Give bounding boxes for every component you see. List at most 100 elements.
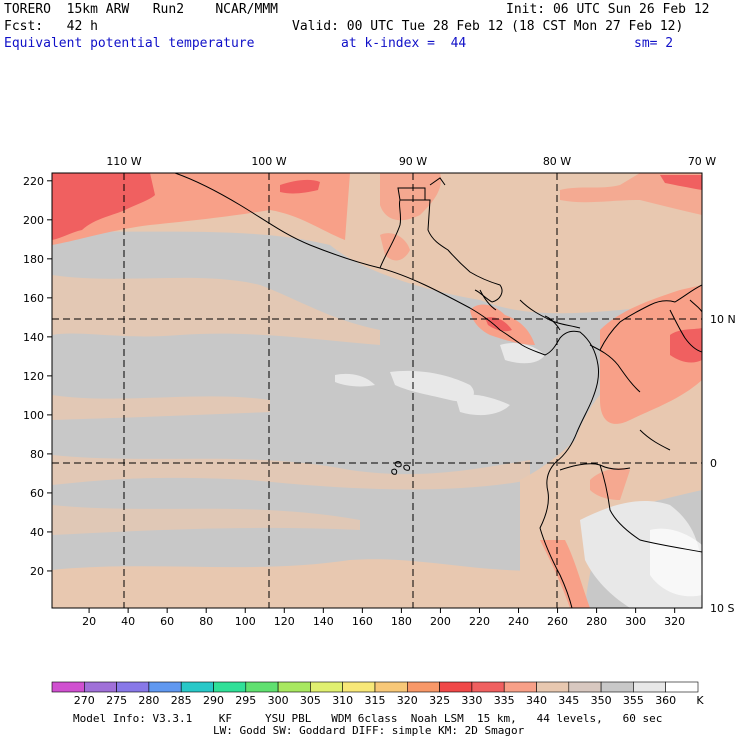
y-tick-label: 40 (30, 526, 44, 539)
colorbar-swatch (374, 681, 408, 693)
colorbar-label: 345 (558, 694, 579, 707)
model-name: TORERO (4, 2, 51, 17)
x-tick-label: 120 (274, 615, 295, 628)
colorbar-unit: K (696, 694, 704, 707)
model-resolution: 15km ARW (66, 2, 130, 17)
colorbar-swatch (665, 681, 699, 693)
theta-e-field (52, 173, 702, 608)
level-label: at k-index = 44 (341, 36, 467, 51)
y-tick-label: 160 (23, 292, 44, 305)
colorbar-label: 275 (106, 694, 127, 707)
colorbar-label: 300 (268, 694, 289, 707)
colorbar-swatch (148, 681, 182, 693)
colorbar-swatch (503, 681, 537, 693)
lon-label-70w: 70 W (688, 155, 716, 168)
colorbar-swatch (213, 681, 247, 693)
footer-model-info: Model Info: V3.3.1 KF YSU PBL WDM 6class… (73, 712, 663, 725)
colorbar-label: 360 (655, 694, 676, 707)
x-tick-label: 300 (625, 615, 646, 628)
colorbar (51, 681, 699, 693)
coastlines (174, 173, 702, 608)
x-tick-label: 180 (391, 615, 412, 628)
x-tick-label: 260 (547, 615, 568, 628)
lat-label-10s: 10 S (710, 602, 734, 615)
lon-label-110w: 110 W (106, 155, 141, 168)
x-tick-label: 100 (235, 615, 256, 628)
colorbar-label: 355 (623, 694, 644, 707)
colorbar-swatch (245, 681, 279, 693)
y-axis-ticks: 220 200 180 160 140 120 100 80 60 40 20 (23, 175, 52, 578)
colorbar-swatch (600, 681, 634, 693)
x-axis-ticks: 20 40 60 80 100 120 140 160 180 200 220 240 260 280 30… (82, 608, 685, 628)
valid-time: Valid: 00 UTC Tue 28 Feb 12 (18 CST Mon … (292, 19, 684, 34)
smoothing-label: sm= 2 (634, 36, 674, 51)
lon-label-80w: 80 W (543, 155, 571, 168)
colorbar-label: 350 (591, 694, 612, 707)
colorbar-labels: 270 275 280 285 290 295 300 305 310 315 320 325 330 3… (74, 694, 676, 707)
fcst-label: Fcst: (4, 19, 44, 34)
colorbar-label: 290 (203, 694, 224, 707)
right-lat-labels: 10 N 0 10 S (710, 313, 736, 615)
colorbar-swatch (84, 681, 117, 693)
colorbar-label: 270 (74, 694, 95, 707)
colorbar-label: 285 (171, 694, 192, 707)
x-tick-label: 160 (352, 615, 373, 628)
colorbar-label: 280 (138, 694, 159, 707)
y-tick-label: 120 (23, 370, 44, 383)
top-lon-labels: 110 W 100 W 90 W 80 W 70 W (106, 155, 716, 168)
field-name: Equivalent potential temperature (4, 36, 255, 51)
x-tick-label: 200 (430, 615, 451, 628)
run-label: Run2 (152, 2, 185, 17)
y-tick-label: 100 (23, 409, 44, 422)
y-tick-label: 140 (23, 331, 44, 344)
colorbar-label: 305 (300, 694, 321, 707)
colorbar-swatch (536, 681, 570, 693)
x-tick-label: 280 (586, 615, 607, 628)
colorbar-swatch (51, 681, 85, 693)
lat-label-0: 0 (710, 457, 717, 470)
colorbar-swatch (116, 681, 150, 693)
colorbar-swatch (277, 681, 311, 693)
x-tick-label: 140 (313, 615, 334, 628)
x-tick-label: 240 (508, 615, 529, 628)
colorbar-swatch (180, 681, 214, 693)
x-tick-label: 60 (160, 615, 174, 628)
colorbar-label: 325 (429, 694, 450, 707)
colorbar-swatch (568, 681, 602, 693)
lon-label-90w: 90 W (399, 155, 427, 168)
colorbar-label: 310 (332, 694, 353, 707)
colorbar-label: 340 (526, 694, 547, 707)
init-time: Init: 06 UTC Sun 26 Feb 12 (506, 2, 710, 17)
x-tick-label: 220 (469, 615, 490, 628)
colorbar-label: 295 (235, 694, 256, 707)
y-tick-label: 60 (30, 487, 44, 500)
y-tick-label: 20 (30, 565, 44, 578)
org-label: NCAR/MMM (215, 2, 278, 17)
x-tick-label: 320 (664, 615, 685, 628)
x-tick-label: 40 (121, 615, 135, 628)
colorbar-swatch (471, 681, 505, 693)
colorbar-swatch (439, 681, 473, 693)
graticule (52, 173, 702, 608)
colorbar-label: 330 (461, 694, 482, 707)
colorbar-label: 315 (365, 694, 386, 707)
lon-label-100w: 100 W (251, 155, 286, 168)
header-model: TORERO 15km ARW Run2 NCAR/MMM (4, 2, 278, 17)
colorbar-label: 320 (397, 694, 418, 707)
y-tick-label: 220 (23, 175, 44, 188)
x-tick-label: 20 (82, 615, 96, 628)
colorbar-swatch (406, 681, 440, 693)
y-tick-label: 80 (30, 448, 44, 461)
colorbar-label: 335 (494, 694, 515, 707)
fcst-value: 42 h (66, 19, 98, 34)
y-tick-label: 200 (23, 214, 44, 227)
footer-physics-info: LW: Godd SW: Goddard DIFF: simple KM: 2D… (213, 724, 525, 737)
colorbar-swatch (310, 681, 343, 693)
colorbar-swatch (633, 681, 667, 693)
colorbar-swatch (342, 681, 376, 693)
x-tick-label: 80 (199, 615, 213, 628)
forecast-hour: Fcst: 42 h (4, 19, 98, 34)
lat-label-10n: 10 N (710, 313, 736, 326)
y-tick-label: 180 (23, 253, 44, 266)
